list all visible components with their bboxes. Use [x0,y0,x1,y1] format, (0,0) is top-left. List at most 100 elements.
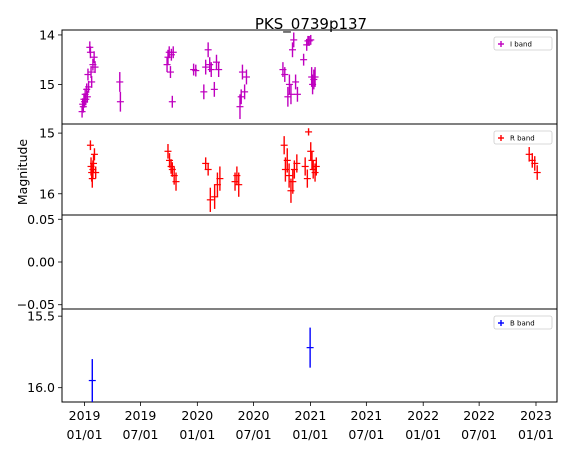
panel-frame [61,214,558,310]
x-tick-label-year: 2021 [350,408,382,423]
x-tick-label-year: 2022 [407,408,439,423]
data-point [91,61,99,74]
data-point [216,166,224,191]
data-point [310,69,318,90]
data-point [280,136,288,155]
data-point [533,165,541,180]
y-tick-label: 16.0 [27,380,55,395]
data-point [85,80,93,93]
x-tick-label-date: 01/01 [179,427,215,442]
data-point [82,93,90,106]
data-point [172,172,180,191]
data-point [287,84,295,105]
legend-r: R band [493,130,553,145]
legend-box [493,36,553,51]
data-point [307,34,315,45]
data-point [303,169,311,188]
data-point [238,64,246,80]
panel-frame [61,123,558,216]
y-tick-label: 15 [39,77,55,92]
legend-label: R band [510,135,535,143]
data-point [281,67,289,82]
chart-title: PKS_0739p137 [255,15,367,34]
data-point [311,67,319,87]
data-point [168,95,176,108]
x-tick-label-date: 01/01 [67,427,103,442]
x-tick-label-date: 01/01 [518,427,554,442]
data-point [306,327,314,368]
data-point [285,163,293,188]
data-point [293,86,301,102]
data-point [305,128,313,136]
data-point [236,94,244,120]
data-point [204,163,212,176]
data-point [116,72,124,92]
data-point [241,84,249,100]
data-point [200,84,208,100]
data-point [206,187,214,212]
data-point [283,148,291,173]
y-tick-label: 15 [39,126,55,141]
x-tick-label-date: 01/01 [292,427,328,442]
data-point [525,147,533,162]
data-point [86,140,94,151]
data-point [90,51,98,64]
x-tick-label-year: 2021 [295,408,327,423]
data-point [290,32,298,48]
x-tick-label-year: 2023 [520,408,552,423]
data-point [167,159,175,174]
x-tick-label-date: 07/01 [461,427,497,442]
data-point [305,35,313,46]
panel-r: 15 16 R band [39,123,558,216]
x-tick-label-year: 2020 [238,408,270,423]
legend-label: B band [510,320,535,328]
data-point [301,157,309,176]
y-tick-label: 14 [39,27,55,42]
legend-i: I band [493,36,553,51]
data-point [169,46,177,59]
data-point [90,148,98,161]
panel-frame [61,308,558,403]
panel-b: 15.5 16.0 B band [27,308,558,403]
data-point [116,91,124,112]
data-point [207,62,215,77]
data-point [83,90,91,103]
data-point [90,154,98,173]
y-tick-label: 0.05 [27,212,55,227]
data-point [192,64,200,77]
data-point [307,142,315,161]
x-tick-label-date: 01/01 [405,427,441,442]
data-point [308,151,316,170]
y-tick-label: 0.00 [27,255,55,270]
y-tick-label: −0.05 [17,297,55,312]
data-point [235,172,243,197]
panel-v: 0.05 0.00 −0.05 [17,212,558,312]
y-tick-label: 16 [39,186,55,201]
data-point [293,154,301,173]
data-point [202,59,210,75]
legend-box [493,315,553,330]
data-point [300,53,308,66]
x-tick-label-date: 07/01 [348,427,384,442]
legend-box [493,130,553,145]
data-point [166,66,174,78]
panel-i: 14 15 I band [39,27,558,125]
data-point [164,144,172,159]
legend-b: B band [493,315,553,330]
data-point [210,81,218,97]
data-point [215,62,223,77]
data-point [92,166,100,179]
x-tick-label-year: 2019 [125,408,157,423]
data-point [242,69,250,85]
data-point [312,157,320,176]
data-point [289,169,297,194]
data-point [289,42,297,58]
x-axis: 2019 01/01 2019 07/01 2020 01/01 2020 07/01 2021… [67,402,554,442]
legend-label: I band [510,41,532,49]
data-point [163,57,171,73]
x-tick-label-year: 2022 [463,408,495,423]
data-point [284,86,292,107]
data-point [88,359,96,402]
